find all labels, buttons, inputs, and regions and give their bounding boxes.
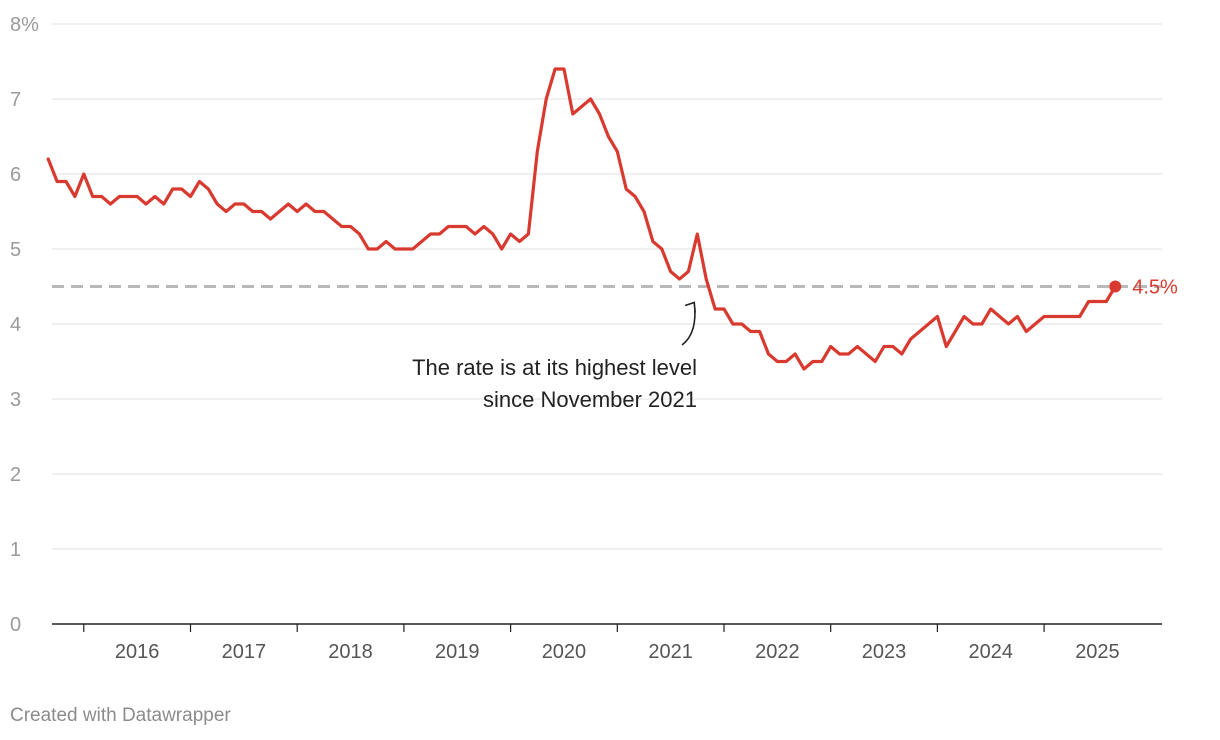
y-tick-label-0: 0: [10, 614, 21, 636]
y-tick-label-6: 6: [10, 164, 21, 186]
y-tick-label-2: 2: [10, 464, 21, 486]
y-tick-label-3: 3: [10, 389, 21, 411]
y-tick-label-7: 7: [10, 89, 21, 111]
x-tick-label-2019: 2019: [435, 641, 480, 663]
y-tick-label-5: 5: [10, 239, 21, 261]
series-line-rate: [46, 67, 1117, 371]
credit-text: Created with Datawrapper: [10, 705, 231, 726]
annotation-arrow: [681, 301, 697, 346]
annotation-line-1: The rate is at its highest level: [412, 355, 697, 380]
y-tick-label-4: 4: [10, 314, 21, 336]
x-axis-tick-labels: 2016 2017 2018 2019 2020 2021 2022 2023 2024 2025: [83, 624, 1120, 663]
y-tick-label-8: 8%: [10, 14, 39, 36]
gridlines: [52, 23, 1162, 550]
x-tick-label-2023: 2023: [862, 641, 907, 663]
y-tick-label-1: 1: [10, 539, 21, 561]
x-tick-label-2024: 2024: [969, 641, 1014, 663]
x-tick-label-2025: 2025: [1075, 641, 1120, 663]
x-tick-label-2018: 2018: [328, 641, 373, 663]
x-tick-label-2017: 2017: [222, 641, 267, 663]
series-end-label: 4.5%: [1132, 277, 1178, 299]
y-axis-tick-labels: 0 1 2 3 4 5 6 7 8%: [10, 14, 39, 636]
series-end-point: [1109, 280, 1122, 293]
annotation-line-2: since November 2021: [483, 387, 697, 412]
x-tick-label-2021: 2021: [648, 641, 693, 663]
x-tick-label-2022: 2022: [755, 641, 800, 663]
x-tick-label-2020: 2020: [542, 641, 587, 663]
x-tick-label-2016: 2016: [115, 641, 160, 663]
